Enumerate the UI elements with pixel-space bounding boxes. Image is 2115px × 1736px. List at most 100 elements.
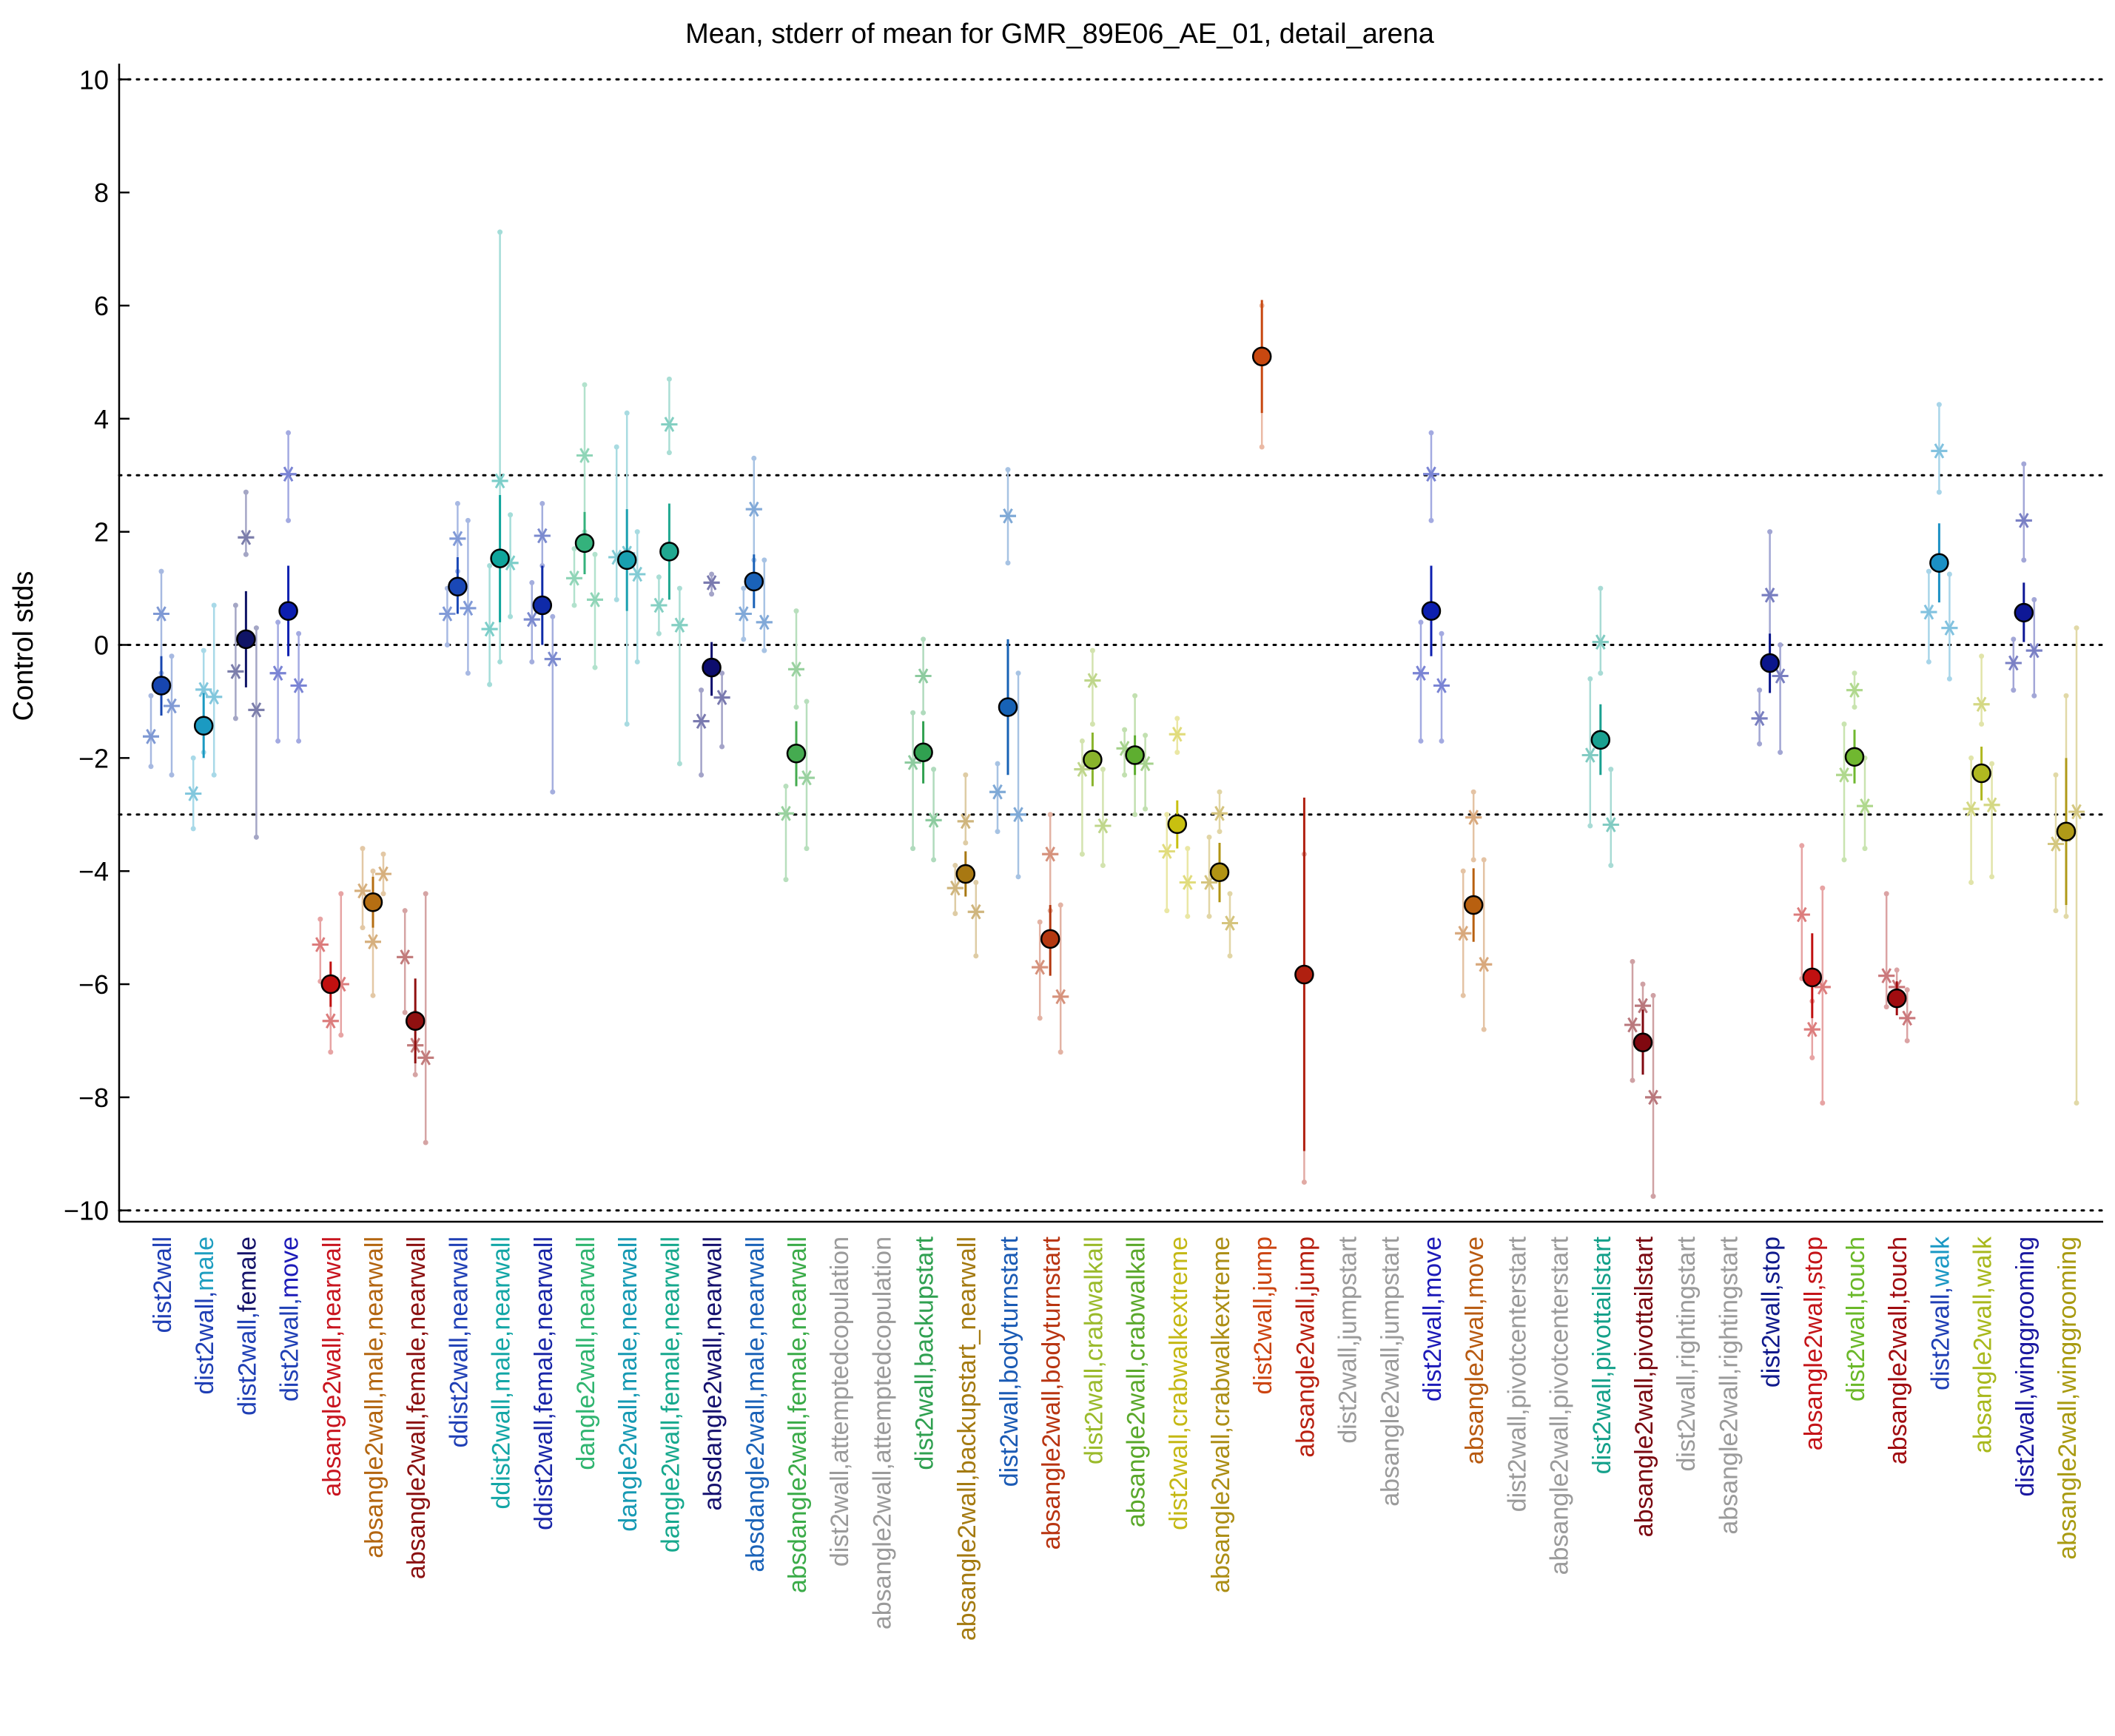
sample-star-marker [1042,846,1059,862]
x-tick-label-part: dist2wall, [1842,1298,1870,1402]
sample-bound-point [508,512,514,518]
sample-bound-point [1185,846,1191,852]
sample-bound-point [624,410,630,416]
x-tick-label: absangle2wall,attemptedcopulation [868,1237,896,1629]
sample-bound-point [2031,596,2037,602]
sample-bound-point [741,585,747,591]
sample-bound-point [487,563,493,569]
sample-bound-point [454,500,460,506]
x-tick-label: absangle2wall,stop [1800,1237,1828,1450]
x-tick-label-part: absangle2wall, [868,1463,896,1629]
x-tick-label-part: absangle2wall, [1546,1408,1574,1575]
sample-bound-point [995,829,1001,835]
category-group [989,467,1026,880]
sample-star-marker [713,690,730,705]
sample-bound-point [1227,891,1233,897]
x-tick-label: dist2wall,pivotcenterstart [1503,1236,1531,1512]
sample-bound-point [1894,967,1900,973]
x-tick-label-part: bodyturnstart [1038,1236,1066,1383]
sample-star-marker [354,883,371,899]
sample-bound-point [1079,851,1085,857]
x-tick-label-part: nearwall [742,1237,770,1330]
sample-bound-point [497,659,503,665]
sample-bound-point [634,659,640,665]
sample-bound-point [793,608,799,614]
x-tick-label-part: absangle2wall, [1207,1427,1235,1593]
x-tick-label: absangle2wall,backupstart_nearwall [953,1237,981,1641]
category-group [904,636,942,863]
sample-bound-point [921,636,927,642]
sample-bound-point [1005,467,1011,473]
x-tick-label-part: absdangle2wall, [784,1413,812,1593]
sample-bound-point [1852,670,1857,676]
sample-bound-point [380,891,386,897]
sample-bound-point [275,738,281,744]
x-tick-label-part: absangle2wall, [1800,1284,1828,1450]
x-tick-label-part: move [1419,1237,1447,1298]
sample-bound-point [1608,767,1614,773]
sample-bound-point [741,636,747,642]
sample-star-marker [1772,668,1789,684]
x-tick-label-part: nearwall [360,1237,389,1330]
sample-star-marker [2005,655,2022,671]
category-group [523,500,561,795]
sample-star-marker [703,575,720,591]
sample-bound-point [1015,670,1021,676]
sample-bound-point [169,772,175,778]
x-tick-label-part: absangle2wall, [318,1330,346,1497]
chart-title: Mean, stderr of mean for GMR_89E06_AE_01… [685,18,1435,50]
x-tick-label-part: winggrooming [2054,1237,2082,1394]
sample-star-marker [290,678,307,693]
sample-bound-point [1481,1026,1487,1032]
mean-marker [490,548,510,568]
sample-bound-point [676,585,682,591]
category-group [354,846,391,998]
x-tick-label-part: female, [403,1330,431,1413]
x-tick-label-part: dist2wall, [911,1367,939,1470]
sample-star-marker [1793,906,1810,923]
x-tick-label-part: pivotcenterstart [1503,1236,1531,1408]
mean-marker [1886,988,1907,1009]
x-tick-label-part: dist2wall, [1758,1284,1786,1387]
mean-marker [574,533,595,554]
mean-marker [278,601,298,621]
sample-bound-point [2021,557,2027,563]
mean-marker [2014,602,2034,623]
sample-bound-point [1470,857,1476,863]
category-group [1032,812,1069,1055]
x-tick-label: dist2wall,walk [1926,1236,1954,1390]
category-group [1294,797,1314,1185]
sample-bound-point [1037,919,1043,925]
sample-bound-point [1650,992,1656,998]
category-group [566,382,603,670]
mean-marker [786,743,807,764]
sample-bound-point [243,551,249,557]
x-tick-label: dist2wall,pivottailstart [1588,1236,1616,1474]
x-tick-label: ddist2wall,male,nearwall [488,1237,516,1510]
x-tick-label-part: absangle2wall, [1123,1361,1151,1527]
x-tick-label-part: nearwall [614,1237,642,1330]
sample-bound-point [1428,430,1434,436]
sample-bound-point [676,761,682,767]
sample-bound-point [1428,517,1434,523]
sample-bound-point [211,772,217,778]
sample-bound-point [360,846,366,852]
x-tick-label-part: absangle2wall, [1715,1368,1743,1535]
sample-bound-point [1100,767,1106,773]
x-tick-label-part: dist2wall, [1672,1368,1701,1472]
category-group [1074,647,1112,869]
mean-marker [1125,745,1145,765]
sample-star-marker [1592,634,1609,650]
sample-bound-point [286,517,292,523]
sample-star-marker [449,531,466,547]
sample-star-marker [417,1050,434,1066]
sample-star-marker [206,689,223,705]
x-tick-label-part: male, [488,1330,516,1392]
x-tick-label-part: dist2wall, [233,1312,261,1416]
category-group [312,891,349,1055]
sample-bound-point [1460,992,1466,998]
sample-star-marker [248,702,265,718]
sample-bound-point [921,710,927,716]
sample-bound-point [550,613,556,619]
